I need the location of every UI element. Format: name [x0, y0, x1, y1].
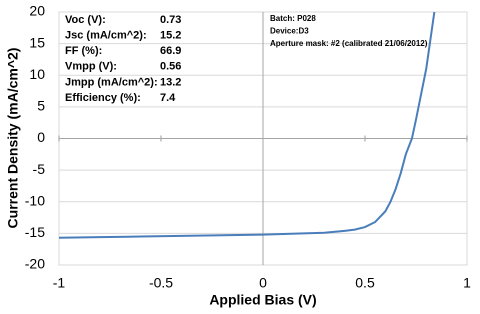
y-tick-label: 20 [29, 3, 45, 19]
data-line [58, 11, 436, 239]
x-tick-label: 0 [259, 275, 267, 291]
stat-value: 0.73 [160, 14, 181, 26]
y-tick-label: -5 [33, 161, 46, 177]
stat-label: Jmpp (mA/cm^2): [65, 76, 158, 88]
x-tick-label: -1 [53, 275, 66, 291]
stat-label: Voc (V): [65, 14, 106, 26]
info-text: Batch: P028 [270, 14, 316, 23]
y-tick-label: 5 [37, 98, 45, 114]
y-tick-label: -20 [25, 256, 45, 272]
stat-value: 7.4 [160, 92, 176, 104]
x-tick-label: 0.5 [355, 275, 375, 291]
info-text: Aperture mask: #2 (calibrated 21/06/2012… [270, 39, 428, 48]
stat-value: 0.56 [160, 61, 181, 73]
x-tick-label: -0.5 [149, 275, 173, 291]
stat-label: Efficiency (%): [65, 92, 141, 104]
y-axis-title: Current Density (mA/cm^2) [5, 48, 21, 229]
y-tick-label: -15 [25, 224, 45, 240]
y-tick-label: 15 [29, 34, 45, 50]
stat-value: 66.9 [160, 45, 181, 57]
info-text: Device:D3 [270, 27, 309, 36]
stat-label: FF (%): [65, 45, 102, 57]
y-tick-label: 10 [29, 66, 45, 82]
y-tick-label: -10 [25, 192, 45, 208]
stat-value: 13.2 [160, 76, 181, 88]
stat-value: 15.2 [160, 30, 181, 42]
x-axis-title: Applied Bias (V) [209, 292, 316, 308]
x-tick-label: 1 [463, 275, 471, 291]
stat-label: Vmpp (V): [65, 61, 117, 73]
stat-label: Jsc (mA/cm^2): [65, 30, 147, 42]
y-tick-label: 0 [37, 129, 45, 145]
